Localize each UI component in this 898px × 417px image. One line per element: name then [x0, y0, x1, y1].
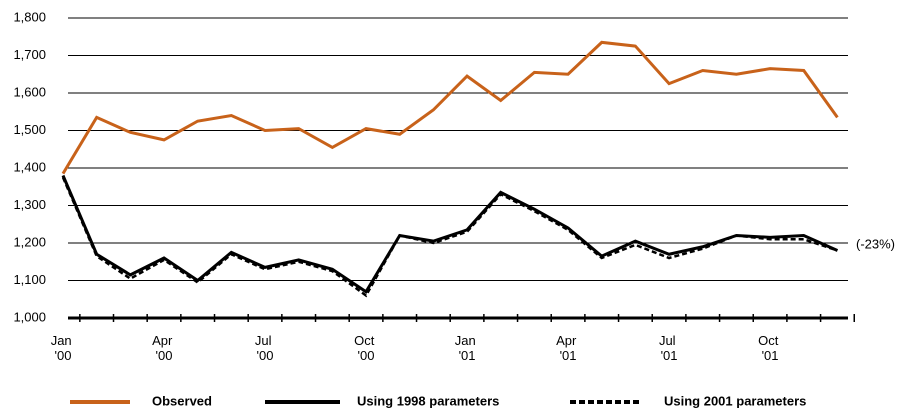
y-tick-label: 1,600 [13, 84, 46, 99]
x-tick-label: Jan '00 [51, 333, 76, 363]
x-tick-label: Oct '00 [354, 333, 378, 363]
legend-label: Observed [152, 393, 212, 408]
y-tick-label: 1,300 [13, 197, 46, 212]
y-tick-label: 1,700 [13, 47, 46, 62]
x-tick-label: Apr '01 [556, 333, 580, 363]
y-tick-label: 1,200 [13, 234, 46, 249]
y-tick-label: 1,500 [13, 122, 46, 137]
legend-label: Using 1998 parameters [357, 393, 499, 408]
x-tick-label: Jan '01 [455, 333, 480, 363]
x-tick-label: Jul '01 [659, 333, 679, 363]
y-tick-label: 1,100 [13, 272, 46, 287]
annotation: (-23%) [856, 236, 895, 251]
y-tick-label: 1,400 [13, 159, 46, 174]
legend-label: Using 2001 parameters [664, 393, 806, 408]
x-tick-label: Jul '00 [255, 333, 275, 363]
series-line [61, 174, 839, 294]
series-line [61, 40, 839, 175]
x-tick-label: Apr '00 [152, 333, 176, 363]
series-line [61, 176, 838, 298]
y-tick-label: 1,000 [13, 309, 46, 324]
x-tick-label: Oct '01 [758, 333, 782, 363]
y-tick-label: 1,800 [13, 9, 46, 24]
